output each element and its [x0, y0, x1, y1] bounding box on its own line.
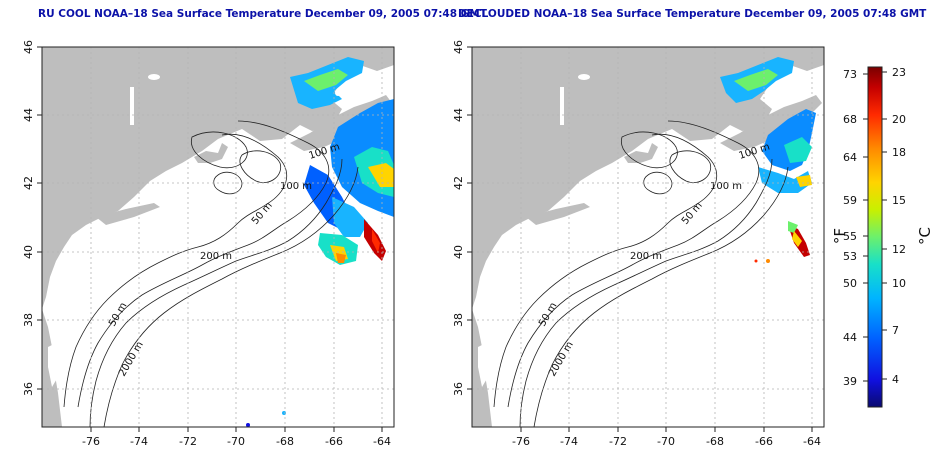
colorbar-f-tick-59: 59	[843, 194, 857, 207]
left-lon-tick-74: -74	[130, 435, 148, 448]
right-lat-tick-40: 40	[452, 245, 465, 259]
colorbar-f-tick-53: 53	[843, 250, 857, 263]
left-lat-tick-40: 40	[22, 245, 35, 259]
colorbar-c-tick-20: 20	[892, 113, 906, 126]
right-lon-tick-66: -66	[755, 435, 773, 448]
left-lat-tick-44: 44	[22, 108, 35, 122]
right-map-sst-overlay	[720, 57, 816, 263]
colorbar-c-tick-10: 10	[892, 277, 906, 290]
right-lat-tick-38: 38	[452, 313, 465, 327]
left-map-sst-overlay	[246, 57, 394, 427]
left-contour-label-100m-south: 100 m	[280, 181, 312, 192]
left-lat-tick-42: 42	[22, 176, 35, 190]
colorbar-c-tick-4: 4	[892, 373, 899, 386]
fahrenheit-axis-label: °F	[831, 228, 849, 244]
right-lat-tick-44: 44	[452, 108, 465, 122]
colorbar-c-tick-18: 18	[892, 146, 906, 159]
colorbar-f-tick-50: 50	[843, 277, 857, 290]
right-contour-label-100m-south: 100 m	[710, 181, 742, 192]
colorbar-c-tick-15: 15	[892, 194, 906, 207]
left-lon-tick-66: -66	[325, 435, 343, 448]
celsius-axis-label: °C	[916, 227, 934, 245]
right-lon-tick-70: -70	[657, 435, 675, 448]
left-lon-tick-76: -76	[82, 435, 100, 448]
colorbar-f-tick-73: 73	[843, 68, 857, 81]
right-lat-tick-36: 36	[452, 382, 465, 396]
right-lon-tick-64: -64	[803, 435, 821, 448]
colorbar-c-tick-12: 12	[892, 243, 906, 256]
right-lon-tick-68: -68	[706, 435, 724, 448]
left-map-panel: 100 m 100 m 50 m 200 m 50 m 2000 m 46 44…	[22, 40, 395, 448]
colorbar-f-tick-39: 39	[843, 375, 857, 388]
colorbar-c-tick-23: 23	[892, 66, 906, 79]
left-lat-tick-46: 46	[22, 40, 35, 54]
colorbar-f-tick-55: 55	[843, 230, 857, 243]
colorbar-c-tick-7: 7	[892, 324, 899, 337]
colorbar-f-tick-44: 44	[843, 331, 857, 344]
right-lon-tick-74: -74	[560, 435, 578, 448]
colorbar-f-tick-64: 64	[843, 151, 857, 164]
right-map-title: DECLOUDED NOAA–18 Sea Surface Temperatur…	[458, 8, 927, 20]
left-lat-tick-36: 36	[22, 382, 35, 396]
colorbar-gradient	[867, 66, 883, 408]
right-lon-tick-76: -76	[512, 435, 530, 448]
colorbar-f-tick-68: 68	[843, 113, 857, 126]
left-lat-tick-38: 38	[22, 313, 35, 327]
left-contour-label-200m: 200 m	[200, 251, 232, 262]
temperature-colorbar: 73 68 64 59 55 53 50 44 39 23 20 18 15 1…	[831, 66, 934, 408]
right-contour-label-200m: 200 m	[630, 251, 662, 262]
left-map-title: RU COOL NOAA–18 Sea Surface Temperature …	[38, 8, 487, 20]
left-lon-tick-72: -72	[179, 435, 197, 448]
left-lon-tick-64: -64	[373, 435, 391, 448]
right-lat-tick-42: 42	[452, 176, 465, 190]
right-lat-tick-46: 46	[452, 40, 465, 54]
left-lon-tick-70: -70	[227, 435, 245, 448]
right-map-panel: 100 m 100 m 50 m 200 m 50 m 2000 m 46 44…	[452, 40, 825, 448]
right-lon-tick-72: -72	[609, 435, 627, 448]
right-map-frame	[471, 46, 825, 428]
left-map-frame	[41, 46, 395, 428]
left-lon-tick-68: -68	[276, 435, 294, 448]
